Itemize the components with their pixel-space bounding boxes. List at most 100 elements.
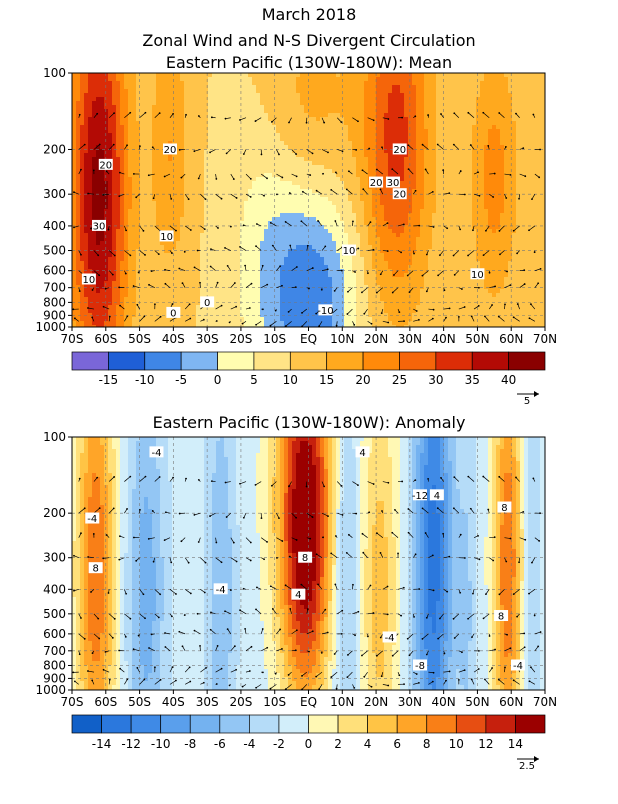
field-cell: [248, 149, 253, 154]
field-cell: [200, 277, 205, 282]
field-cell: [316, 121, 321, 126]
field-cell: [112, 173, 117, 178]
field-cell: [364, 177, 369, 182]
field-cell: [204, 193, 209, 198]
field-cell: [204, 277, 209, 282]
field-cell: [112, 293, 117, 298]
field-cell: [144, 297, 149, 302]
field-cell: [140, 225, 145, 230]
field-cell: [284, 169, 289, 174]
field-cell: [124, 309, 129, 314]
field-cell: [196, 301, 201, 306]
field-cell: [80, 201, 85, 206]
field-cell: [248, 181, 253, 186]
field-cell: [320, 217, 325, 222]
field-cell: [304, 193, 309, 198]
field-cell: [72, 281, 77, 286]
field-cell: [148, 293, 153, 298]
field-cell: [100, 293, 105, 298]
field-cell: [252, 105, 257, 110]
field-cell: [248, 285, 253, 290]
field-cell: [308, 309, 313, 314]
field-cell: [132, 77, 137, 82]
field-cell: [236, 325, 241, 327]
field-cell: [84, 141, 89, 146]
field-cell: [328, 233, 333, 238]
field-cell: [156, 257, 161, 262]
field-cell: [164, 269, 169, 274]
field-cell: [128, 81, 133, 86]
field-cell: [356, 125, 361, 130]
field-cell: [292, 77, 297, 82]
field-cell: [284, 257, 289, 262]
field-cell: [240, 97, 245, 102]
field-cell: [164, 189, 169, 194]
field-cell: [204, 245, 209, 250]
field-cell: [348, 273, 353, 278]
field-cell: [284, 165, 289, 170]
field-cell: [292, 117, 297, 122]
field-cell: [316, 73, 321, 78]
field-cell: [92, 301, 97, 306]
field-cell: [244, 241, 249, 246]
field-cell: [72, 193, 77, 198]
field-cell: [320, 269, 325, 274]
field-cell: [144, 321, 149, 326]
field-cell: [196, 129, 201, 134]
field-cell: [136, 101, 141, 106]
field-cell: [180, 209, 185, 214]
field-cell: [100, 217, 105, 222]
field-cell: [128, 217, 133, 222]
field-cell: [352, 201, 357, 206]
field-cell: [344, 313, 349, 318]
field-cell: [196, 205, 201, 210]
field-cell: [96, 125, 101, 130]
field-cell: [376, 321, 381, 326]
field-cell: [252, 213, 257, 218]
field-cell: [144, 93, 149, 98]
field-cell: [204, 173, 209, 178]
field-cell: [268, 277, 273, 282]
field-cell: [372, 89, 377, 94]
field-cell: [128, 213, 133, 218]
field-cell: [196, 325, 201, 327]
field-cell: [180, 205, 185, 210]
field-cell: [88, 121, 93, 126]
field-cell: [144, 129, 149, 134]
field-cell: [148, 237, 153, 242]
field-cell: [132, 225, 137, 230]
field-cell: [200, 289, 205, 294]
field-cell: [368, 145, 373, 150]
field-cell: [252, 185, 257, 190]
field-cell: [268, 261, 273, 266]
field-cell: [84, 81, 89, 86]
field-cell: [160, 221, 165, 226]
field-cell: [356, 97, 361, 102]
field-cell: [380, 297, 385, 302]
field-cell: [164, 185, 169, 190]
field-cell: [368, 209, 373, 214]
field-cell: [304, 325, 309, 327]
field-cell: [116, 189, 121, 194]
field-cell: [224, 133, 229, 138]
field-cell: [204, 221, 209, 226]
field-cell: [176, 321, 181, 326]
field-cell: [344, 265, 349, 270]
field-cell: [264, 293, 269, 298]
field-cell: [348, 229, 353, 234]
field-cell: [304, 229, 309, 234]
field-cell: [120, 197, 125, 202]
field-cell: [132, 185, 137, 190]
field-cell: [112, 205, 117, 210]
field-cell: [256, 173, 261, 178]
field-cell: [184, 173, 189, 178]
field-cell: [292, 245, 297, 250]
field-cell: [320, 221, 325, 226]
field-cell: [76, 281, 81, 286]
field-cell: [336, 213, 341, 218]
field-cell: [128, 141, 133, 146]
field-cell: [144, 253, 149, 258]
field-cell: [324, 189, 329, 194]
field-cell: [196, 285, 201, 290]
field-cell: [120, 73, 125, 78]
